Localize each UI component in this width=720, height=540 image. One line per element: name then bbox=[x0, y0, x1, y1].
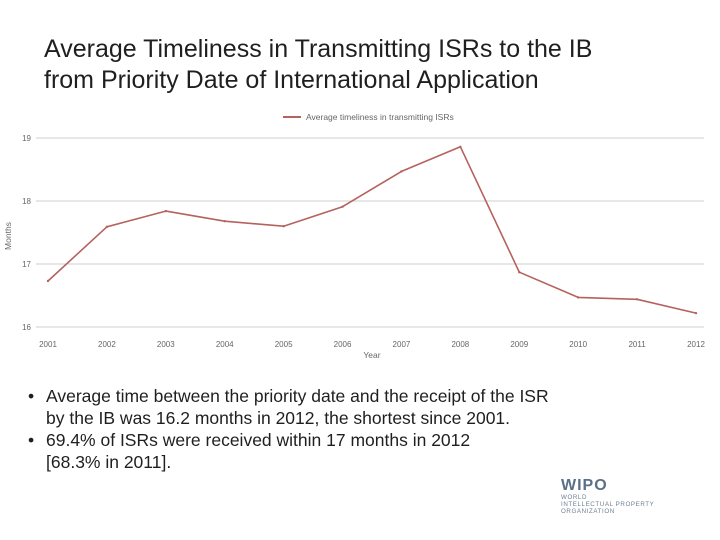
bullet-line: [68.3% in 2011]. bbox=[46, 452, 172, 472]
bullet-item: • Average time between the priority date… bbox=[28, 385, 668, 429]
bullet-line: Average time between the priority date a… bbox=[46, 386, 549, 406]
data-point bbox=[164, 209, 168, 213]
bullet-item: • 69.4% of ISRs were received within 17 … bbox=[28, 429, 668, 473]
data-point bbox=[223, 219, 226, 223]
x-axis-title: Year bbox=[363, 350, 380, 360]
series-line bbox=[47, 145, 697, 314]
data-point bbox=[576, 296, 580, 299]
logo-wordmark: WIPO bbox=[561, 477, 608, 494]
title-line-1: Average Timeliness in Transmitting ISRs … bbox=[44, 35, 593, 63]
data-point bbox=[694, 311, 698, 315]
x-tick-label: 2006 bbox=[334, 340, 352, 349]
y-tick-label: 16 bbox=[22, 323, 31, 332]
bullet-list: • Average time between the priority date… bbox=[28, 385, 668, 473]
series-layer bbox=[46, 145, 698, 315]
x-tick-label: 2012 bbox=[687, 340, 705, 349]
bullet-marker: • bbox=[28, 430, 35, 450]
slide-title: Average Timeliness in Transmitting ISRs … bbox=[44, 34, 684, 96]
x-tick-label: 2011 bbox=[628, 340, 646, 349]
x-tick-label: 2004 bbox=[216, 340, 234, 349]
legend-label: Average timeliness in transmitting ISRs bbox=[306, 112, 454, 122]
wipo-logo: WIPO WORLD INTELLECTUAL PROPERTY ORGANIZ… bbox=[561, 477, 654, 515]
logo-line-1: WORLD bbox=[561, 494, 587, 501]
logo-line-3: ORGANIZATION bbox=[561, 508, 615, 515]
grid-layer bbox=[36, 137, 704, 328]
bullet-line: by the IB was 16.2 months in 2012, the s… bbox=[46, 408, 511, 428]
y-tick-label: 17 bbox=[22, 260, 31, 269]
data-point bbox=[459, 145, 462, 149]
bullet-line: 69.4% of ISRs were received within 17 mo… bbox=[46, 430, 471, 450]
y-tick-label: 19 bbox=[22, 134, 31, 143]
x-tick-label: 2009 bbox=[510, 340, 528, 349]
chart-legend: Average timeliness in transmitting ISRs bbox=[283, 112, 454, 122]
x-tick-label: 2003 bbox=[157, 340, 175, 349]
x-tick-label: 2008 bbox=[451, 340, 469, 349]
y-axis-title: Months bbox=[3, 222, 13, 250]
x-tick-label: 2002 bbox=[98, 340, 116, 349]
x-tick-labels: 2001 2002 2003 2004 2005 2006 2007 2008 2009 2010… bbox=[39, 340, 705, 349]
y-tick-label: 18 bbox=[22, 197, 31, 206]
data-point bbox=[105, 225, 109, 229]
data-point bbox=[518, 270, 521, 274]
data-point bbox=[46, 279, 50, 283]
data-point bbox=[635, 298, 639, 301]
timeliness-line-chart: Average timeliness in transmitting ISRs … bbox=[3, 112, 705, 360]
x-tick-label: 2007 bbox=[393, 340, 411, 349]
data-point bbox=[400, 170, 403, 173]
bullet-marker: • bbox=[28, 386, 35, 406]
y-tick-labels: 16 17 18 19 bbox=[22, 134, 31, 332]
title-line-2: from Priority Date of International Appl… bbox=[44, 66, 539, 94]
data-point bbox=[341, 205, 344, 208]
x-tick-label: 2010 bbox=[569, 340, 587, 349]
x-tick-label: 2005 bbox=[275, 340, 293, 349]
data-point bbox=[282, 225, 285, 228]
logo-line-2: INTELLECTUAL PROPERTY bbox=[561, 501, 654, 508]
x-tick-label: 2001 bbox=[39, 340, 57, 349]
